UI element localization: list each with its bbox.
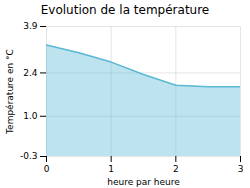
svg-text:heure par heure: heure par heure — [107, 177, 180, 187]
svg-text:2.4: 2.4 — [23, 68, 38, 78]
svg-text:0: 0 — [44, 164, 50, 174]
svg-text:Température en °C: Température en °C — [5, 49, 15, 135]
html-text:Evolution de la température: Evolution de la température — [40, 3, 210, 17]
svg-text:1: 1 — [108, 164, 114, 174]
svg-text:2: 2 — [173, 164, 179, 174]
svg-text:-0.3: -0.3 — [20, 151, 38, 161]
svg-text:1.0: 1.0 — [23, 111, 38, 121]
svg-text:3.9: 3.9 — [23, 21, 38, 31]
svg-text:3: 3 — [238, 164, 244, 174]
